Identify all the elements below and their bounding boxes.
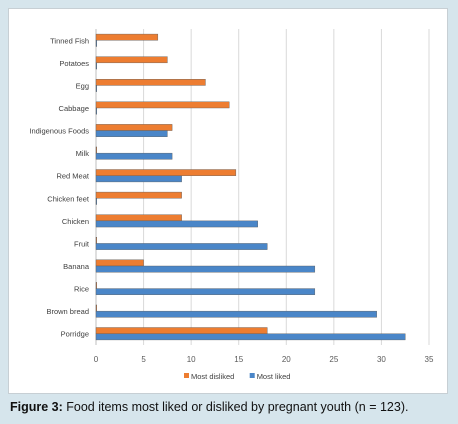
legend-swatch-most-liked: [249, 373, 255, 378]
bar-most-disliked-egg: [95, 79, 206, 86]
bar-most-disliked-fruit: [95, 237, 98, 244]
bar-most-disliked-rice: [95, 282, 98, 289]
bar-most-disliked-chicken: [95, 214, 182, 222]
bar-most-liked-red-meat: [95, 175, 182, 183]
gridlines: [95, 29, 430, 345]
x-tick-label: 15: [234, 355, 243, 364]
x-tick-label: 0: [94, 355, 99, 364]
x-tick-label: 5: [141, 355, 146, 364]
bar-most-disliked-banana: [95, 259, 144, 267]
bar-most-liked-rice: [95, 288, 316, 295]
caption-text: Food items most liked or disliked by pre…: [62, 400, 409, 414]
x-tick-label: 20: [282, 355, 291, 364]
x-tick-label: 30: [377, 355, 386, 364]
caption-label: Figure 3:: [10, 400, 63, 414]
category-labels: Tinned Fish Potatoes Egg Cabbage Indigenous …: [29, 36, 90, 338]
bar-most-disliked-red-meat: [95, 169, 237, 176]
bar-most-liked-potatoes: [95, 62, 98, 70]
bar-most-liked-chicken-feet: [95, 198, 98, 205]
category-label: Red Meat: [56, 172, 89, 181]
bars: [95, 33, 406, 341]
figure-caption: Figure 3: Food items most liked or disli…: [10, 400, 450, 414]
bar-most-liked-milk: [95, 152, 173, 160]
category-label: Egg: [76, 81, 89, 90]
category-label: Brown bread: [46, 307, 89, 316]
bar-most-disliked-chicken-feet: [95, 191, 182, 199]
bar-most-liked-egg: [95, 85, 98, 92]
bar-most-liked-banana: [95, 265, 316, 273]
x-tick-label: 35: [425, 355, 434, 364]
bar-chart: Tinned Fish Potatoes Egg Cabbage Indigenous …: [29, 29, 434, 381]
bar-most-liked-porridge: [95, 333, 406, 341]
category-label: Chicken: [62, 217, 89, 226]
category-label: Banana: [63, 262, 90, 271]
x-tick-label: 10: [187, 355, 196, 364]
category-label: Chicken feet: [47, 194, 90, 203]
bar-most-liked-fruit: [95, 243, 268, 250]
legend-label-most-disliked: Most disliked: [191, 372, 234, 381]
bar-most-liked-cabbage: [95, 107, 98, 115]
bar-most-disliked-brown-bread: [95, 304, 98, 312]
bar-most-disliked-porridge: [95, 327, 268, 334]
category-label: Fruit: [74, 239, 90, 248]
category-label: Indigenous Foods: [29, 127, 89, 136]
bar-most-disliked-indigenous-foods: [95, 124, 173, 131]
bar-most-liked-chicken: [95, 220, 258, 228]
category-label: Porridge: [61, 330, 89, 339]
category-label: Rice: [74, 285, 89, 294]
bar-most-liked-indigenous-foods: [95, 130, 168, 137]
legend-swatch-most-disliked: [184, 373, 189, 378]
category-label: Milk: [76, 149, 90, 158]
bar-most-disliked-cabbage: [95, 101, 230, 109]
legend: Most disliked Most liked: [184, 372, 290, 381]
bar-most-disliked-potatoes: [95, 56, 168, 64]
chart-panel: Tinned Fish Potatoes Egg Cabbage Indigenous …: [8, 8, 448, 394]
bar-most-liked-brown-bread: [95, 310, 377, 318]
bar-most-liked-tinned-fish: [95, 40, 98, 47]
legend-label-most-liked: Most liked: [257, 372, 291, 381]
category-label: Tinned Fish: [50, 36, 89, 45]
x-tick-label: 25: [329, 355, 338, 364]
bar-most-disliked-milk: [95, 146, 98, 154]
x-tick-labels: 0 5 10 15 20 25 30 35: [94, 355, 434, 364]
bar-most-disliked-tinned-fish: [95, 33, 159, 41]
category-label: Cabbage: [59, 104, 89, 113]
category-label: Potatoes: [59, 59, 89, 68]
